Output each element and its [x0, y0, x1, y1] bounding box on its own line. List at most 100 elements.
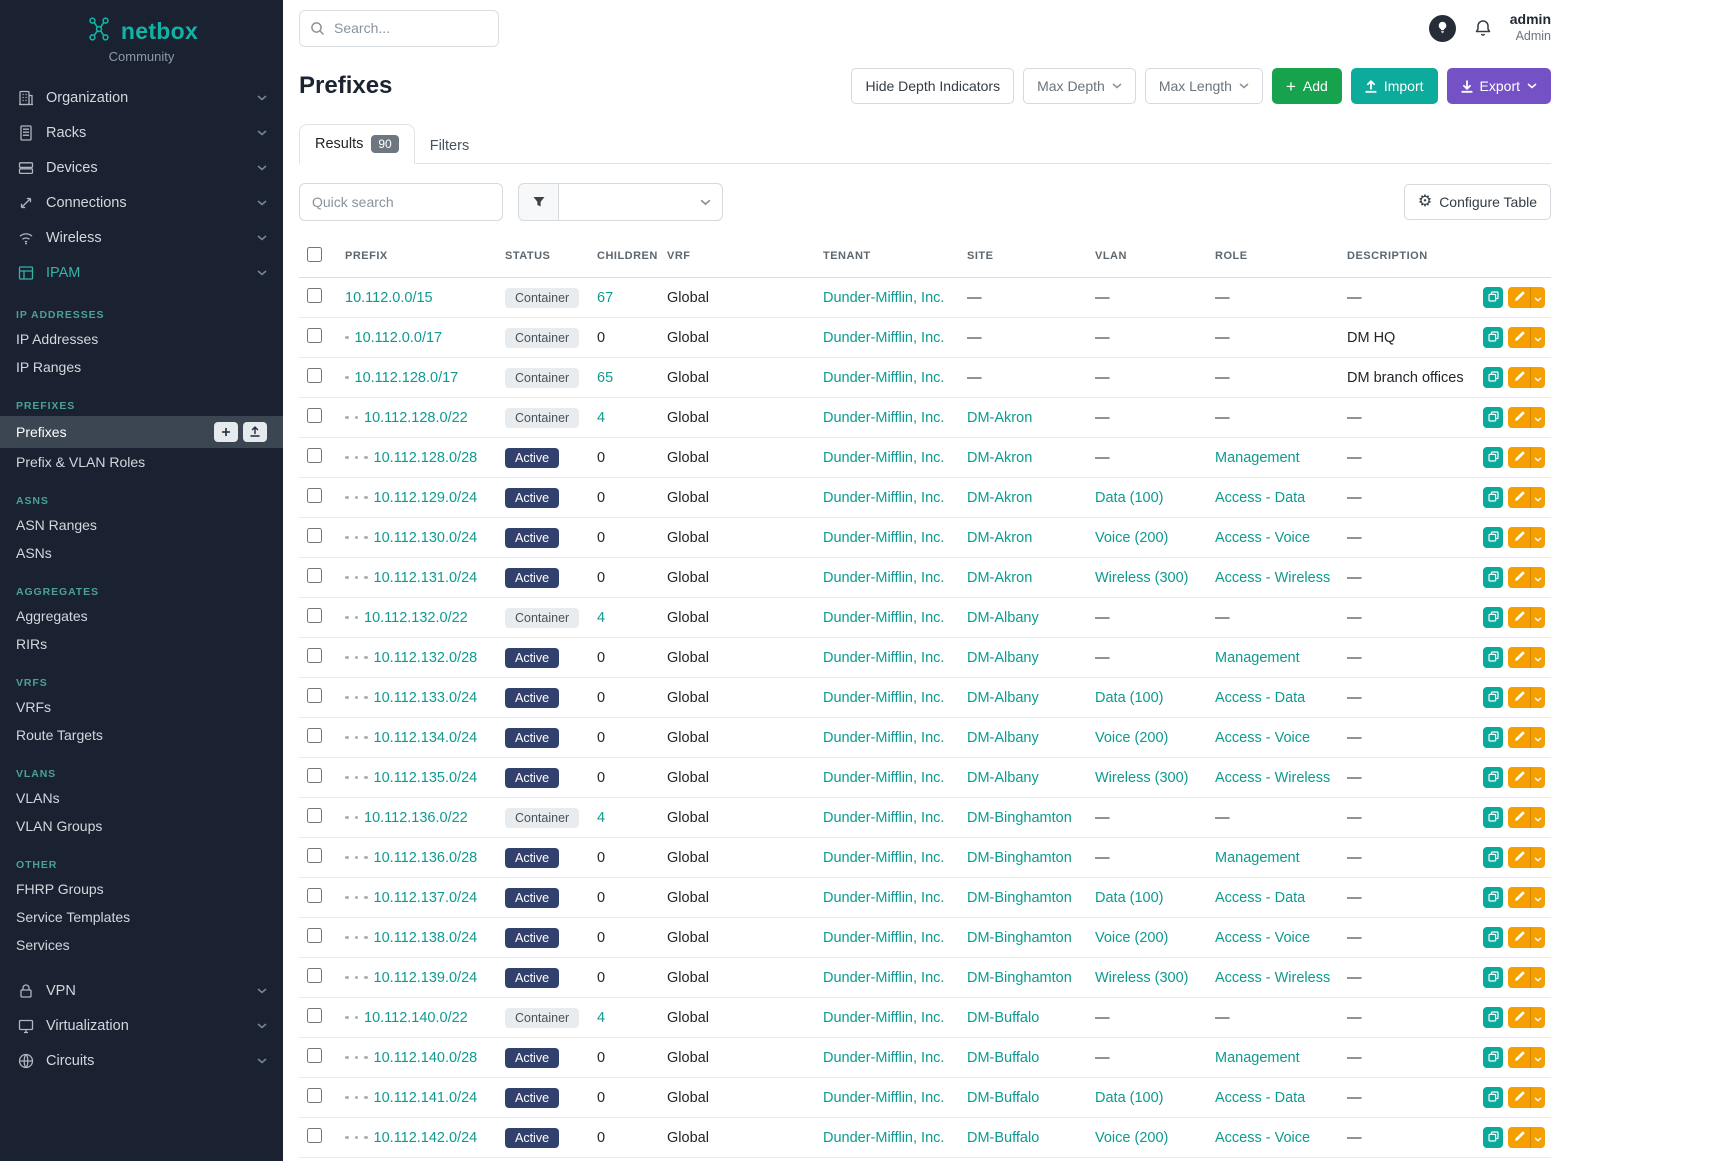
column-header-children[interactable]: CHILDREN — [587, 235, 657, 278]
tenant-link[interactable]: Dunder-Mifflin, Inc. — [823, 289, 945, 306]
site-link[interactable]: DM-Akron — [967, 409, 1033, 426]
edit-button[interactable] — [1508, 847, 1530, 868]
prefix-link[interactable]: 10.112.134.0/24 — [373, 729, 478, 746]
prefix-link[interactable]: 10.112.137.0/24 — [373, 889, 478, 906]
row-checkbox[interactable] — [307, 928, 322, 943]
sidebar-item-devices[interactable]: Devices — [0, 150, 283, 185]
clone-button[interactable] — [1483, 727, 1503, 748]
role-link[interactable]: Access - Wireless — [1215, 569, 1331, 586]
tenant-link[interactable]: Dunder-Mifflin, Inc. — [823, 929, 945, 946]
site-link[interactable]: DM-Binghamton — [967, 929, 1072, 946]
edit-button[interactable] — [1508, 807, 1530, 828]
filter-button[interactable] — [518, 183, 559, 221]
role-link[interactable]: Access - Wireless — [1215, 969, 1331, 986]
site-link[interactable]: DM-Akron — [967, 529, 1033, 546]
sidebar-item-vrfs[interactable]: VRFs — [16, 699, 51, 715]
role-link[interactable]: Access - Data — [1215, 1089, 1306, 1106]
row-checkbox[interactable] — [307, 888, 322, 903]
row-checkbox[interactable] — [307, 1088, 322, 1103]
tenant-link[interactable]: Dunder-Mifflin, Inc. — [823, 689, 945, 706]
row-checkbox[interactable] — [307, 1008, 322, 1023]
edit-dropdown-toggle[interactable] — [1530, 1047, 1545, 1068]
edit-dropdown-toggle[interactable] — [1530, 567, 1545, 588]
row-checkbox[interactable] — [307, 488, 322, 503]
prefix-link[interactable]: 10.112.139.0/24 — [373, 969, 478, 986]
clone-button[interactable] — [1483, 607, 1503, 628]
sidebar-item-connections[interactable]: Connections — [0, 185, 283, 220]
prefix-link[interactable]: 10.112.132.0/22 — [364, 609, 468, 626]
tenant-link[interactable]: Dunder-Mifflin, Inc. — [823, 1009, 945, 1026]
column-header-tenant[interactable]: TENANT — [813, 235, 957, 278]
edit-button[interactable] — [1508, 367, 1530, 388]
edit-button[interactable] — [1508, 327, 1530, 348]
clone-button[interactable] — [1483, 527, 1503, 548]
edit-dropdown-toggle[interactable] — [1530, 727, 1545, 748]
column-header-description[interactable]: DESCRIPTION — [1337, 235, 1473, 278]
tenant-link[interactable]: Dunder-Mifflin, Inc. — [823, 809, 945, 826]
children-count-link[interactable]: 4 — [597, 409, 606, 426]
sidebar-item-service-templates[interactable]: Service Templates — [16, 909, 131, 925]
role-link[interactable]: Access - Data — [1215, 889, 1306, 906]
row-checkbox[interactable] — [307, 1048, 322, 1063]
edit-dropdown-toggle[interactable] — [1530, 327, 1545, 348]
edit-button[interactable] — [1508, 607, 1530, 628]
saved-filter-select[interactable] — [559, 183, 723, 221]
site-link[interactable]: DM-Buffalo — [967, 1089, 1040, 1106]
prefix-link[interactable]: 10.112.129.0/24 — [373, 489, 478, 506]
tenant-link[interactable]: Dunder-Mifflin, Inc. — [823, 569, 945, 586]
tab-filters[interactable]: Filters — [429, 138, 470, 154]
edit-button[interactable] — [1508, 687, 1530, 708]
row-checkbox[interactable] — [307, 968, 322, 983]
site-link[interactable]: DM-Binghamton — [967, 849, 1072, 866]
row-checkbox[interactable] — [307, 368, 322, 383]
edit-button[interactable] — [1508, 407, 1530, 428]
edit-button[interactable] — [1508, 767, 1530, 788]
site-link[interactable]: DM-Buffalo — [967, 1049, 1040, 1066]
clone-button[interactable] — [1483, 1087, 1503, 1108]
site-link[interactable]: DM-Albany — [967, 649, 1039, 666]
edit-button[interactable] — [1508, 1127, 1530, 1148]
role-link[interactable]: Management — [1215, 649, 1300, 666]
quick-search-input[interactable] — [299, 183, 503, 221]
role-link[interactable]: Access - Voice — [1215, 1129, 1311, 1146]
row-checkbox[interactable] — [307, 768, 322, 783]
edit-button[interactable] — [1508, 727, 1530, 748]
clone-button[interactable] — [1483, 287, 1503, 308]
vlan-link[interactable]: Wireless (300) — [1095, 769, 1189, 786]
children-count-link[interactable]: 65 — [597, 369, 614, 386]
tenant-link[interactable]: Dunder-Mifflin, Inc. — [823, 1089, 945, 1106]
vlan-link[interactable]: Wireless (300) — [1095, 969, 1189, 986]
column-header-status[interactable]: STATUS — [495, 235, 587, 278]
clone-button[interactable] — [1483, 687, 1503, 708]
clone-button[interactable] — [1483, 807, 1503, 828]
theme-toggle-button[interactable] — [1428, 14, 1456, 42]
tenant-link[interactable]: Dunder-Mifflin, Inc. — [823, 369, 945, 386]
sidebar-item-aggregates[interactable]: Aggregates — [16, 608, 88, 624]
sidebar-item-vlans[interactable]: VLANs — [16, 790, 60, 806]
site-link[interactable]: DM-Akron — [967, 569, 1033, 586]
edit-dropdown-toggle[interactable] — [1530, 647, 1545, 668]
role-link[interactable]: Access - Voice — [1215, 729, 1311, 746]
tenant-link[interactable]: Dunder-Mifflin, Inc. — [823, 529, 945, 546]
role-link[interactable]: Management — [1215, 449, 1300, 466]
site-link[interactable]: DM-Buffalo — [967, 1129, 1040, 1146]
children-count-link[interactable]: 67 — [597, 289, 614, 306]
site-link[interactable]: DM-Buffalo — [967, 1009, 1040, 1026]
edit-dropdown-toggle[interactable] — [1530, 487, 1545, 508]
row-checkbox[interactable] — [307, 288, 322, 303]
quick-import-button[interactable] — [243, 422, 267, 442]
clone-button[interactable] — [1483, 887, 1503, 908]
max-length-dropdown[interactable]: Max Length — [1144, 68, 1263, 104]
sidebar-item-organization[interactable]: Organization — [0, 80, 283, 115]
sidebar-item-vlan-groups[interactable]: VLAN Groups — [16, 818, 103, 834]
role-link[interactable]: Access - Data — [1215, 489, 1306, 506]
prefix-link[interactable]: 10.112.140.0/28 — [373, 1049, 478, 1066]
tenant-link[interactable]: Dunder-Mifflin, Inc. — [823, 329, 945, 346]
clone-button[interactable] — [1483, 767, 1503, 788]
logo[interactable]: netbox Community — [0, 0, 283, 72]
prefix-link[interactable]: 10.112.131.0/24 — [373, 569, 478, 586]
sidebar-item-asn-ranges[interactable]: ASN Ranges — [16, 517, 97, 533]
clone-button[interactable] — [1483, 367, 1503, 388]
prefix-link[interactable]: 10.112.132.0/28 — [373, 649, 478, 666]
sidebar-item-services[interactable]: Services — [16, 937, 70, 953]
